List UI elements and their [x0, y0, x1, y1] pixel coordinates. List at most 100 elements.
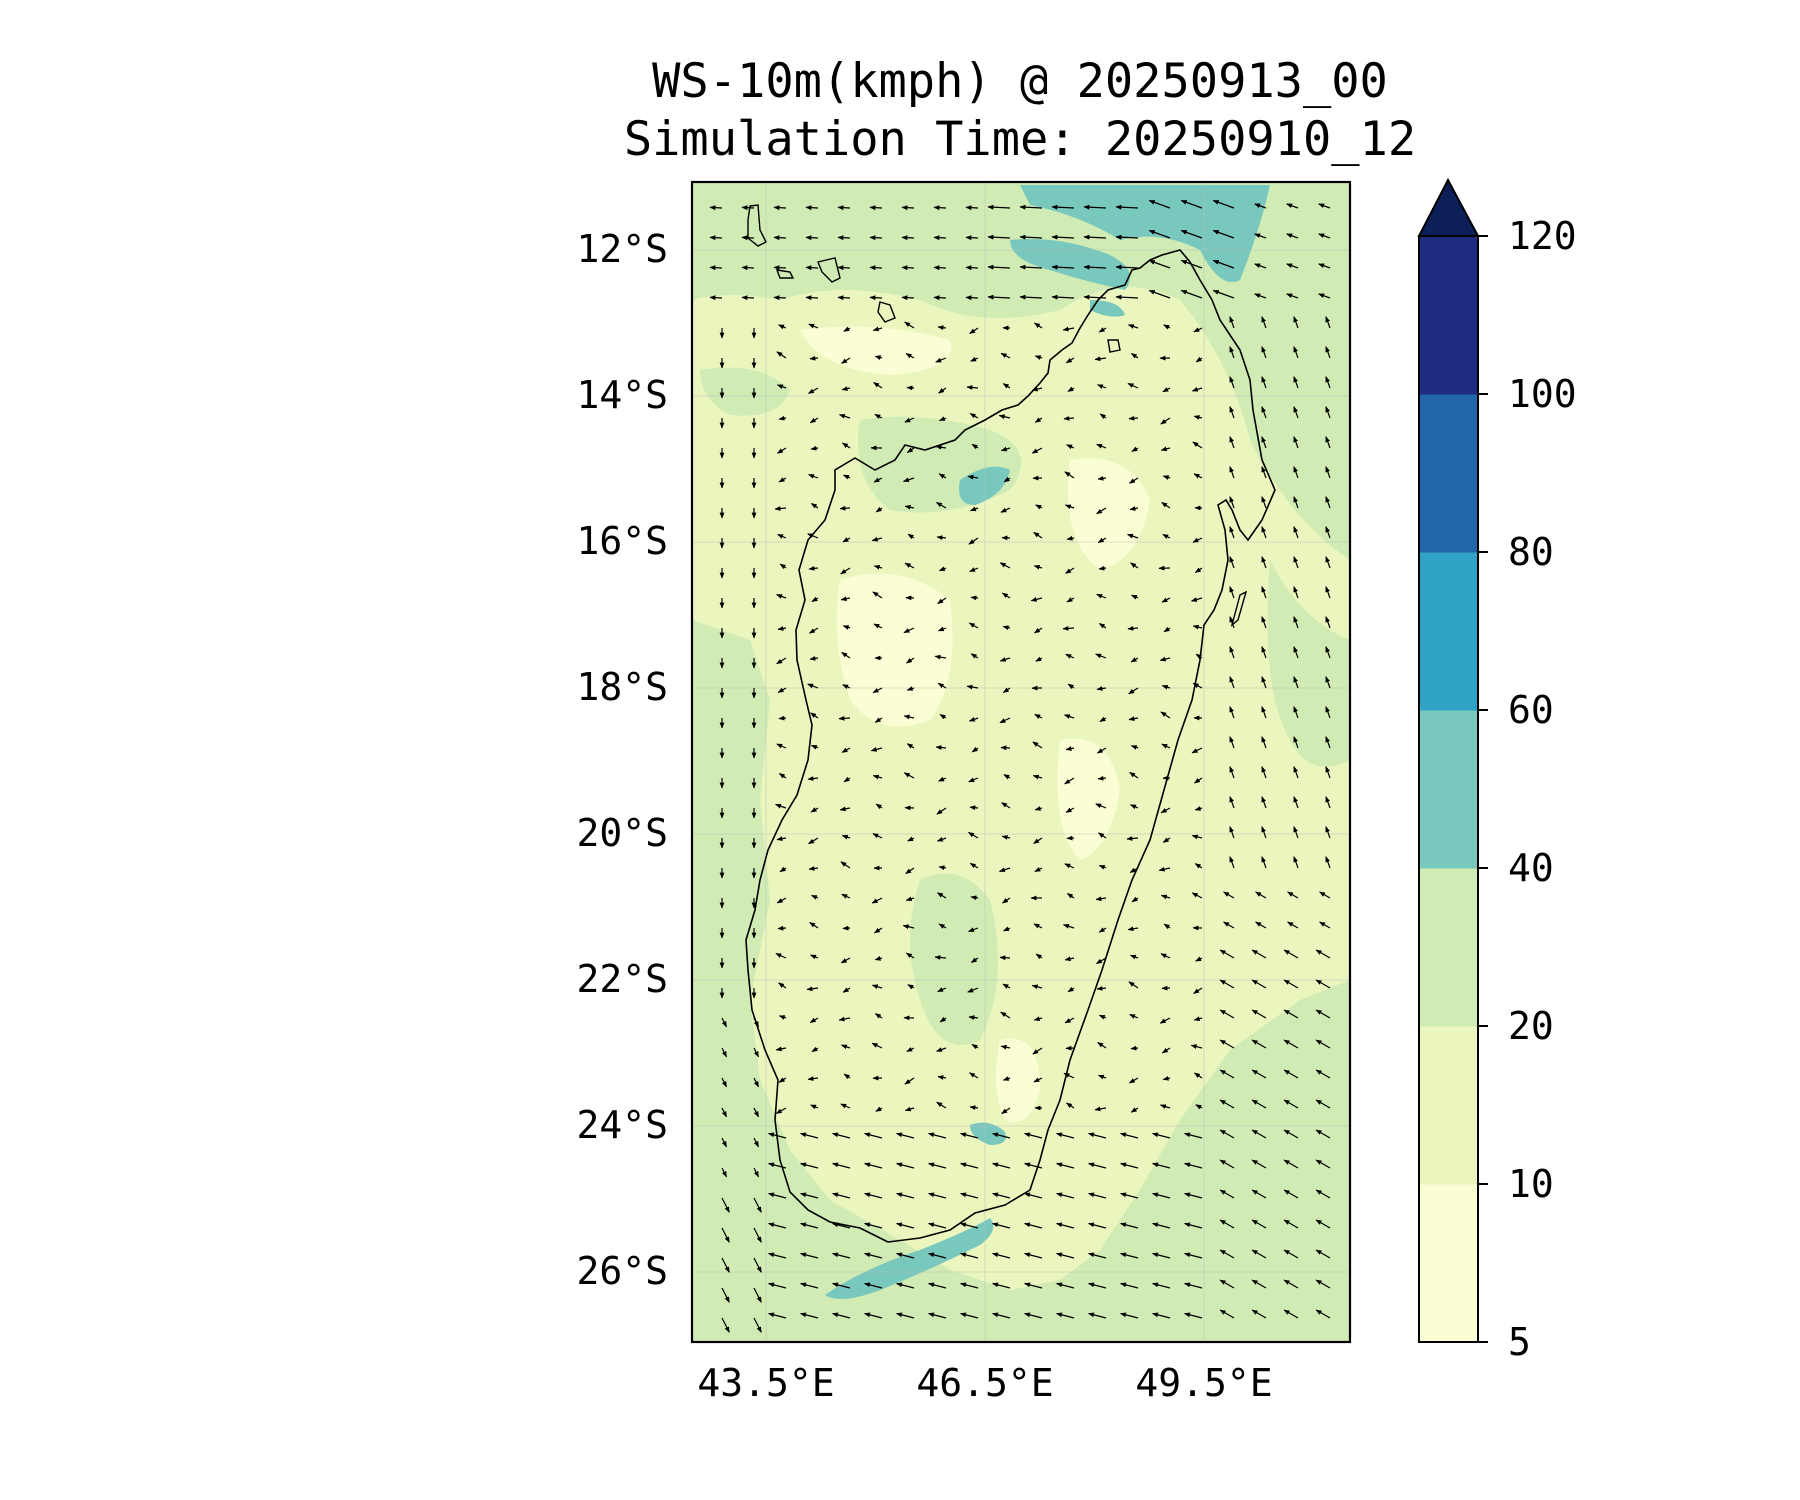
wind-arrow	[871, 897, 883, 904]
wind-arrow	[721, 1197, 730, 1213]
wind-arrow	[1064, 471, 1075, 479]
wind-arrow	[874, 413, 883, 419]
wind-arrow	[1064, 504, 1075, 510]
wind-arrow	[938, 776, 947, 782]
wind-arrow	[840, 1044, 851, 1050]
wind-arrow	[837, 295, 851, 301]
wind-arrow	[968, 777, 979, 783]
wind-arrow	[776, 351, 787, 359]
wind-arrow	[906, 385, 915, 391]
wind-arrow	[741, 235, 755, 241]
wind-arrow	[1261, 316, 1267, 329]
wind-arrow	[1003, 476, 1011, 483]
wind-arrow	[873, 927, 883, 934]
wind-arrow	[1032, 774, 1043, 780]
wind-arrow	[869, 265, 883, 271]
wind-arrow	[1283, 1219, 1299, 1229]
wind-arrow	[1033, 627, 1043, 634]
wind-arrow	[778, 415, 787, 421]
wind-arrow	[1003, 774, 1011, 780]
wind-arrow	[1283, 1249, 1299, 1259]
wind-arrow	[843, 776, 851, 783]
wind-arrow	[935, 444, 947, 450]
wind-arrow	[721, 1047, 728, 1058]
colorbar-frame	[1418, 235, 1479, 1343]
wind-arrow	[1152, 1282, 1171, 1289]
wind-arrow	[839, 806, 851, 812]
wind-arrow	[1325, 646, 1331, 659]
wind-arrow	[776, 384, 787, 390]
wind-arrow	[1251, 1219, 1267, 1229]
wind-arrow	[1229, 706, 1235, 719]
wind-arrow	[905, 867, 915, 875]
wind-arrow	[928, 1162, 947, 1169]
lat-tick-label-26s: 26°S	[576, 1249, 668, 1293]
colorbar-label-10: 10	[1508, 1162, 1554, 1206]
wind-arrow	[1098, 327, 1107, 333]
wind-arrow	[809, 656, 819, 661]
wind-arrow	[1161, 684, 1171, 690]
wind-arrow	[1315, 1099, 1331, 1109]
wind-arrow	[1293, 376, 1299, 389]
wind-arrow	[753, 1047, 760, 1058]
wind-arrow	[776, 836, 787, 842]
wind-arrow	[837, 235, 851, 241]
wind-arrow	[832, 1162, 851, 1169]
wind-arrow	[1088, 1222, 1107, 1229]
wind-arrow	[800, 1282, 819, 1289]
wind-arrow	[1229, 496, 1235, 509]
island-mayotte-area	[747, 204, 767, 247]
wind-arrow	[1056, 1132, 1075, 1139]
contour-20-40-north	[692, 182, 1350, 560]
wind-arrow	[1251, 1069, 1267, 1079]
lat-tick-label-16s: 16°S	[576, 519, 668, 563]
wind-arrow	[1261, 736, 1267, 749]
colorbar-band	[1419, 552, 1478, 711]
wind-arrow	[1127, 926, 1139, 932]
contour-40-60-north-jet	[1020, 185, 1270, 282]
wind-arrow	[800, 1162, 819, 1169]
wind-arrow	[1191, 387, 1203, 392]
wind-arrow	[1325, 436, 1331, 449]
wind-arrow	[842, 537, 851, 543]
wind-arrow	[1095, 957, 1107, 965]
wind-arrow	[1315, 1189, 1331, 1199]
wind-arrow	[1212, 199, 1235, 209]
wind-arrow	[753, 1107, 760, 1118]
wind-arrow	[1032, 1047, 1043, 1055]
wind-arrow	[935, 501, 947, 509]
wind-arrow	[1293, 616, 1299, 629]
wind-arrow	[936, 892, 947, 899]
wind-arrow	[967, 987, 979, 993]
wind-arrow	[998, 414, 1011, 420]
wind-arrow	[1115, 204, 1139, 210]
wind-arrow	[1251, 1309, 1267, 1319]
wind-arrow	[906, 1046, 915, 1053]
wind-arrow	[1325, 496, 1331, 509]
wind-arrow	[1261, 436, 1267, 449]
colorbar-label-5: 5	[1508, 1320, 1531, 1364]
wind-arrow	[721, 1077, 728, 1088]
madagascar-coastline	[745, 249, 1276, 1243]
colorbar-label-100: 100	[1508, 372, 1577, 416]
wind-arrow	[1088, 1132, 1107, 1139]
wind-arrow	[1180, 259, 1203, 269]
wind-arrow	[1088, 1282, 1107, 1289]
wind-arrow	[753, 1197, 762, 1213]
wind-arrow	[842, 987, 851, 993]
wind-arrow	[1131, 896, 1139, 903]
wind-arrow	[960, 1162, 979, 1169]
wind-arrow	[721, 1017, 728, 1028]
wind-arrow	[1193, 415, 1203, 420]
wind-arrow	[1033, 1016, 1043, 1021]
wind-arrow	[872, 591, 883, 599]
wind-arrow	[1159, 656, 1171, 662]
wind-arrow	[1192, 441, 1203, 449]
wind-arrow	[869, 295, 883, 301]
wind-arrow	[987, 204, 1011, 210]
wind-arrow	[1286, 203, 1299, 209]
wind-arrow	[960, 1192, 979, 1199]
wind-arrow	[971, 1043, 979, 1050]
wind-arrow	[1229, 736, 1235, 749]
wind-arrow	[832, 1222, 851, 1229]
